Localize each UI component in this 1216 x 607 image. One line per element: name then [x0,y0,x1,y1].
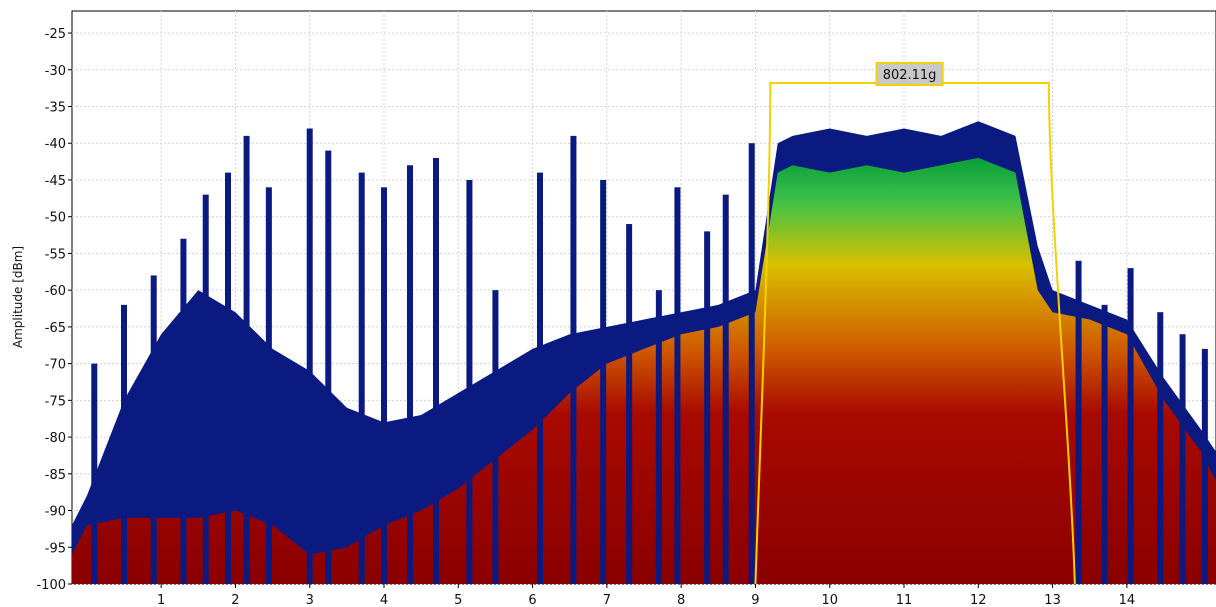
band-annotations: 802.11g [754,61,1076,585]
peak-mark [202,194,209,584]
y-tick-label: -95 [45,541,66,556]
x-tick-label: 3 [306,593,314,607]
x-tick-label: 13 [1044,593,1061,607]
y-tick-label: -40 [45,137,66,152]
y-tick-label: -100 [36,578,66,593]
peak-mark [407,165,413,584]
x-tick-label: 14 [1119,593,1136,607]
peak-mark [570,135,577,584]
peak-mark [704,231,711,584]
series-area-density [72,157,1216,584]
y-tick-label: -80 [45,431,66,446]
y-tick-label: -60 [45,284,66,299]
peak-mark [243,135,250,584]
peak-mark [1075,260,1082,584]
y-tick-label: -65 [45,321,66,336]
spectrum-series [72,121,1216,584]
x-tick-label: 12 [970,593,987,607]
peak-mark [722,194,729,584]
peak-mark [1201,348,1208,584]
y-tick-label: -90 [45,505,66,520]
peak-mark [600,179,607,584]
peak-mark [466,179,473,584]
x-tick-label: 8 [677,593,685,607]
y-tick-label: -70 [45,358,66,373]
x-tick-label: 10 [821,593,838,607]
peak-mark [358,172,365,584]
peak-mark [626,224,633,584]
peak-mark [748,143,755,584]
x-axis-ticks: 1 2 3 4 5 6 7 8 9 10 11 12 13 14 [157,584,1135,607]
peak-mark [91,363,98,584]
peak-mark [1101,304,1108,584]
peak-mark [306,128,313,584]
x-tick-label: 1 [157,593,165,607]
y-tick-label: -85 [45,468,66,483]
peak-mark [1127,268,1134,584]
peak-mark [150,275,157,584]
peak-mark [325,150,332,584]
y-axis-ticks: -100 -95 -90 -85 -80 -75 -70 -65 -60 -55 -50 -45 -40… [36,27,72,593]
peak-lines [91,128,1208,584]
peak-mark [674,187,681,584]
peak-mark [1157,312,1164,584]
peak-mark [225,172,231,584]
x-tick-label: 6 [528,593,536,607]
y-tick-label: -45 [45,174,66,189]
y-tick-label: -75 [45,394,66,409]
peak-mark [492,290,499,584]
peak-mark [265,187,272,584]
y-axis-label: Amplitude [dBm] [11,246,25,348]
y-tick-label: -25 [45,27,66,42]
y-tick-label: -30 [45,64,66,79]
band-label-box [875,61,944,86]
band-label: 802.11g [875,61,944,86]
x-tick-label: 11 [896,593,913,607]
peak-mark [537,172,543,584]
y-tick-label: -55 [45,247,66,262]
x-tick-label: 2 [231,593,239,607]
x-tick-label: 4 [380,593,388,607]
band-label-text: 802.11g [883,68,937,83]
peak-mark [1179,334,1186,584]
y-tick-label: -35 [45,101,66,116]
x-tick-label: 9 [751,593,759,607]
x-tick-label: 5 [454,593,462,607]
peak-mark [433,157,439,584]
peak-mark [655,290,662,584]
peak-mark [381,187,387,584]
x-tick-label: 7 [603,593,611,607]
y-tick-label: -50 [45,211,66,226]
peak-mark [180,238,187,584]
peak-mark [121,304,127,584]
